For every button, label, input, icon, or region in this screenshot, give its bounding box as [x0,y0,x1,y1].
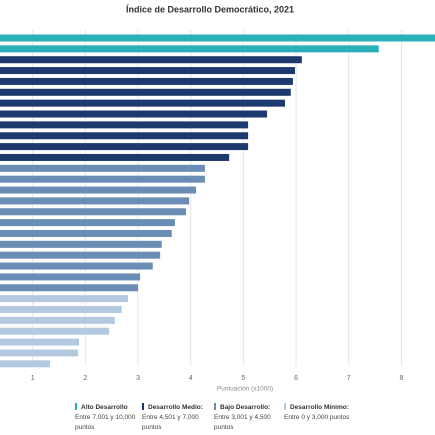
bar [0,306,122,313]
legend-swatch [284,403,286,410]
legend-description: Entre 4,501 y 7,000 puntos [142,414,199,431]
bar [0,186,196,194]
bar [0,197,190,205]
bar [0,219,175,227]
bar [0,327,110,335]
bar [0,77,293,85]
legend-item: Alto Desarrollo Entre 7,001 y 10,000 punt… [75,403,143,433]
x-axis-label: Puntuación (x1000) [217,386,273,393]
bar [0,164,205,172]
legend-name: Bajo Desarrollo: [220,404,271,411]
bar [0,121,249,129]
bar [0,67,295,75]
bar [0,338,80,346]
bar [0,99,285,107]
bar [0,240,162,248]
legend-item: Bajo Desarrollo: Entre 3,001 y 4,500 punt… [214,403,282,433]
x-tick-label: 4 [189,375,193,382]
x-tick-label: 3 [136,375,140,382]
chart: Índice de Desarrollo Democrático, 2021 P… [0,4,435,393]
legend-name: Desarrollo Mínimo: [290,404,349,411]
bar [0,295,129,303]
bar [0,143,249,151]
bar [0,175,205,183]
bar [0,316,115,324]
chart-title: Índice de Desarrollo Democrático, 2021 [126,4,294,14]
bar [0,262,153,270]
bar [0,273,141,281]
legend-swatch [214,403,216,410]
legend-name: Alto Desarrollo [81,404,128,411]
x-tick-label: 6 [294,375,298,382]
x-tick-label: 2 [83,375,87,382]
x-tick-label: 1 [31,375,35,382]
legend-description: Entre 3,001 y 4,500 puntos [214,414,271,431]
x-tick-label: 7 [347,375,351,382]
bar [0,208,186,216]
bar [0,360,51,368]
bar [0,132,249,140]
legend-swatch [75,403,77,410]
bar [0,153,230,161]
bar [0,349,78,357]
bar [0,45,379,53]
bar [0,110,268,118]
legend-description: Entre 0 y 3,000 puntos [284,414,350,421]
bar [0,284,139,292]
legend-swatch [142,403,144,410]
legend-item: Desarrollo Medio: Entre 4,501 y 7,000 pun… [142,403,210,433]
bar [0,56,302,64]
bar [0,34,435,42]
legend-name: Desarrollo Medio: [148,404,203,411]
bar [0,88,291,96]
bar [0,229,172,237]
legend-description: Entre 7,001 y 10,000 puntos [75,414,136,431]
legend-item: Desarrollo Mínimo: Entre 0 y 3,000 puntos [284,403,352,423]
x-tick-label: 5 [241,375,245,382]
x-tick-label: 8 [399,375,403,382]
bar [0,251,161,259]
